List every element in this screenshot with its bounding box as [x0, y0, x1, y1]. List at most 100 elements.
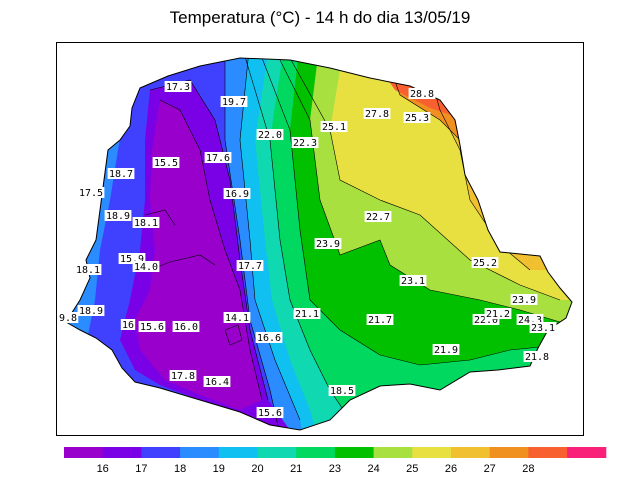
legend-ticks: 16 17 18 19 20 21 23 24 25 26 27 28 — [97, 463, 535, 475]
station-label: 21.1 — [293, 308, 321, 320]
legend-swatch — [180, 447, 220, 458]
station-label: 16.6 — [255, 332, 283, 344]
station-label: 9.8 — [57, 312, 79, 324]
station-label-bg — [320, 121, 348, 132]
station-value: 18.5 — [330, 386, 354, 397]
station-label: 17.8 — [169, 370, 197, 382]
station-label-bg — [74, 264, 102, 275]
legend-swatch — [451, 447, 491, 458]
station-value: 21.8 — [525, 352, 549, 363]
legend-swatch — [412, 447, 452, 458]
station-label-bg — [204, 152, 232, 163]
station-label: 18.7 — [107, 168, 135, 180]
station-label-bg — [256, 407, 284, 418]
station-label-bg — [236, 260, 264, 271]
station-value: 17.3 — [166, 82, 190, 93]
station-value: 18.9 — [79, 306, 103, 317]
station-label: 22.7 — [364, 211, 392, 223]
station-label-bg — [432, 344, 460, 355]
legend-tick-label: 19 — [213, 463, 225, 475]
station-label-bg — [314, 238, 342, 249]
station-value: 16.9 — [225, 189, 249, 200]
station-label-bg — [472, 314, 500, 325]
station-label-bg — [364, 211, 392, 222]
legend-swatch — [567, 447, 607, 458]
station-label: 14.1 — [223, 312, 251, 324]
station-label-bg — [220, 96, 248, 107]
station-label-bg — [256, 129, 284, 140]
station-label-bg — [132, 261, 160, 272]
station-label: 22.3 — [291, 137, 319, 149]
station-label: 21.8 — [523, 351, 551, 363]
station-value: 23.1 — [401, 276, 425, 287]
station-value: 22.3 — [293, 138, 317, 149]
legend-tick-label: 18 — [174, 463, 186, 475]
station-label-bg — [363, 108, 391, 119]
station-label: 19.7 — [220, 96, 248, 108]
legend-tick-label: 25 — [406, 463, 418, 475]
legend-swatch — [334, 447, 375, 458]
station-label: 28.8 — [408, 88, 436, 100]
station-label: 17.5 — [77, 187, 105, 199]
station-label: 16 — [120, 319, 136, 331]
station-label: 16.4 — [203, 376, 231, 388]
station-label: 17.3 — [164, 81, 192, 93]
station-value: 16.6 — [257, 333, 281, 344]
station-value: 25.1 — [322, 122, 346, 133]
station-label-bg — [523, 351, 551, 362]
station-label-bg — [152, 157, 180, 168]
station-value: 22.0 — [474, 315, 498, 326]
station-value: 23.9 — [316, 239, 340, 250]
legend-swatch — [141, 447, 181, 458]
station-value: 18.1 — [134, 218, 158, 229]
map-frame — [56, 42, 584, 436]
station-label: 15.5 — [152, 157, 180, 169]
legend-tick-label: 20 — [251, 463, 263, 475]
legend-tick-label: 23 — [329, 463, 341, 475]
station-label-bg — [366, 314, 394, 325]
legend-tick-label: 26 — [445, 463, 457, 475]
station-label-bg — [172, 321, 200, 332]
station-label-bg — [510, 294, 538, 305]
legend-tick-label: 24 — [367, 463, 379, 475]
station-value: 21.7 — [368, 315, 392, 326]
station-label: 18.1 — [74, 264, 102, 276]
station-value: 24.3 — [518, 315, 542, 326]
station-label-bg — [169, 370, 197, 381]
legend-tick-label: 28 — [522, 463, 534, 475]
station-value: 16.0 — [174, 322, 198, 333]
station-label: 15.9 — [118, 253, 146, 265]
legend-tick-label: 27 — [484, 463, 496, 475]
legend-swatch — [64, 447, 104, 458]
station-value: 15.6 — [258, 408, 282, 419]
station-label: 23.9 — [510, 294, 538, 306]
station-label-bg — [203, 376, 231, 387]
station-value: 18.1 — [76, 265, 100, 276]
station-label-bg — [104, 210, 132, 221]
station-value: 21.1 — [295, 309, 319, 320]
station-label: 17.6 — [204, 152, 232, 164]
station-label: 16.0 — [172, 321, 200, 333]
station-label-bg — [516, 314, 544, 325]
station-value: 15.5 — [154, 158, 178, 169]
legend-swatch — [102, 447, 142, 458]
station-label-bg — [77, 187, 105, 198]
station-value: 17.5 — [79, 188, 103, 199]
station-label-bg — [223, 188, 251, 199]
legend-swatch — [218, 447, 258, 458]
legend-tick-label: 17 — [135, 463, 147, 475]
station-value: 15.9 — [120, 254, 144, 265]
station-label-bg — [328, 385, 356, 396]
map-title: Temperatura (°C) - 14 h do dia 13/05/19 — [169, 8, 471, 27]
station-value: 15.6 — [140, 322, 164, 333]
station-label: 15.6 — [256, 407, 284, 419]
station-labels: 17.3 19.7 22.0 22.3 25.1 27.8 28.8 25.3 15.5 17.6… — [57, 81, 557, 419]
station-label-bg — [399, 275, 427, 286]
station-value: 22.7 — [366, 212, 390, 223]
legend-tick-label: 16 — [97, 463, 109, 475]
station-label-bg — [120, 319, 136, 330]
station-value: 21.2 — [486, 309, 510, 320]
legend-swatches — [64, 447, 607, 458]
